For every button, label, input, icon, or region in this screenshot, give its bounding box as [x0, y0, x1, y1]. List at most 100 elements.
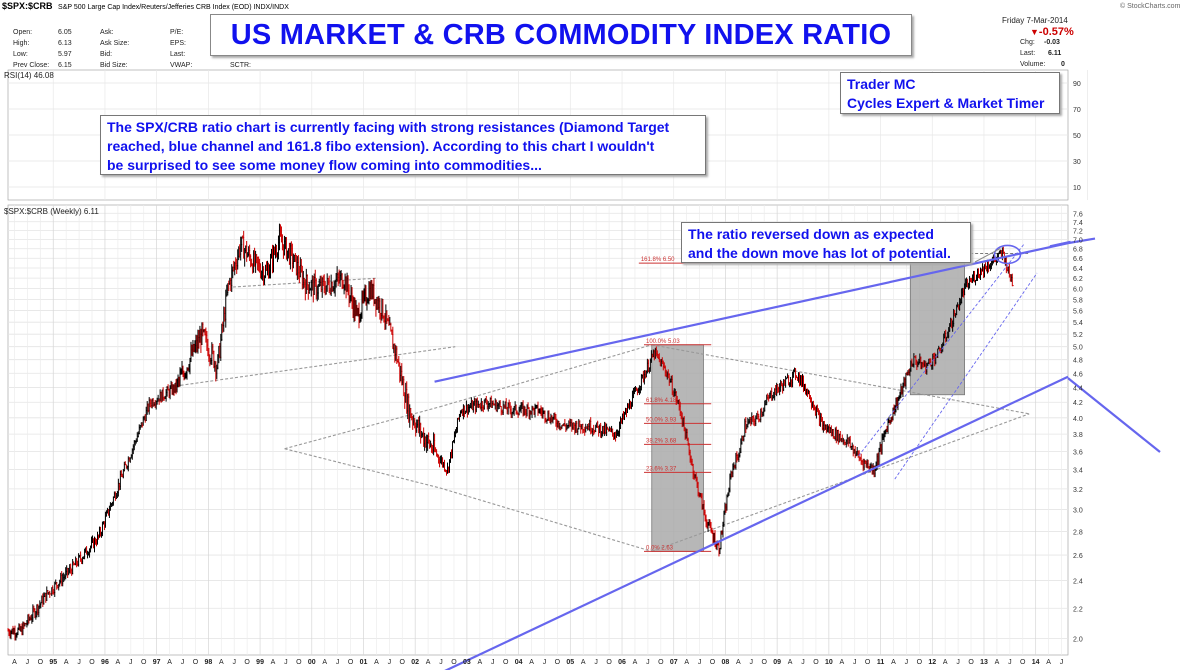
diamond-trendline: [439, 487, 652, 552]
x-tick-label: 97: [153, 659, 161, 666]
x-tick-label: J: [439, 659, 443, 666]
x-tick-label: J: [388, 659, 392, 666]
analysis-line-2: reached, blue channel and 161.8 fibo ext…: [107, 138, 655, 154]
diamond-trendline: [651, 344, 1030, 415]
x-tick-label: A: [116, 659, 121, 666]
price-panel: 161.8% 6.50 100.0% 5.03 61.8% 4.18 50.0% 3.…: [7, 223, 1161, 670]
fib-level-label: 50.0% 3.93: [646, 417, 677, 423]
x-tick-label: J: [956, 659, 960, 666]
x-tick-label: O: [89, 659, 95, 666]
price-tick-label: 5.4: [1073, 320, 1083, 327]
x-tick-label: A: [374, 659, 379, 666]
x-tick-label: A: [271, 659, 276, 666]
x-tick-label: 10: [825, 659, 833, 666]
rsi-tick-label: 90: [1073, 81, 1081, 88]
x-tick-label: A: [581, 659, 586, 666]
x-tick-label: J: [284, 659, 288, 666]
quote-date: Friday 7-Mar-2014: [1002, 16, 1068, 25]
x-tick-label: A: [633, 659, 638, 666]
x-tick-label: O: [400, 659, 406, 666]
x-tick-label: 00: [308, 659, 316, 666]
source-credit: © StockCharts.com: [1120, 3, 1181, 10]
x-tick-label: J: [232, 659, 236, 666]
quote-high-value: 6.13: [58, 40, 72, 47]
x-tick-label: 03: [463, 659, 471, 666]
quote-low-label: Low:: [13, 51, 28, 58]
x-tick-label: 06: [618, 659, 626, 666]
quote-low-value: 5.97: [58, 51, 72, 58]
quote-change-pct: ▼-0.57%: [1030, 26, 1074, 38]
x-tick-label: A: [995, 659, 1000, 666]
quote-ask-label: Ask:: [100, 29, 114, 36]
quote-open-label: Open:: [13, 29, 33, 36]
diamond-trendline: [165, 346, 456, 388]
x-tick-label: O: [658, 659, 664, 666]
symbol-text: $SPX:$CRB: [2, 1, 53, 11]
rsi-legend-text: RSI(14) 46.08: [4, 71, 54, 80]
quote-prevclose-value: 6.15: [58, 62, 72, 69]
author-tagline: Cycles Expert & Market Timer: [847, 95, 1045, 111]
fib-level-label: 100.0% 5.03: [646, 339, 680, 345]
x-tick-label: J: [698, 659, 702, 666]
price-legend: $SPX:$CRB (Weekly) 6.11: [4, 207, 99, 216]
x-tick-label: A: [891, 659, 896, 666]
x-tick-label: 04: [515, 659, 523, 666]
fib-level-label: 23.6% 3.37: [646, 466, 677, 472]
price-tick-label: 5.2: [1073, 332, 1083, 339]
quote-volume-value: 0: [1061, 61, 1065, 68]
change-pct-text: -0.57%: [1038, 26, 1074, 38]
price-tick-label: 5.8: [1073, 297, 1083, 304]
symbol-description: S&P 500 Large Cap Index/Reuters/Jefferie…: [58, 4, 289, 11]
rsi-tick-label: 70: [1073, 107, 1081, 114]
quote-high-label: High:: [13, 40, 30, 47]
x-tick-label: 13: [980, 659, 988, 666]
x-tick-label: J: [336, 659, 340, 666]
price-grid: [7, 204, 1069, 656]
price-tick-label: 6.8: [1073, 247, 1083, 254]
x-tick-label: J: [853, 659, 857, 666]
projection-box: [909, 253, 965, 396]
x-tick-label: 05: [566, 659, 574, 666]
x-tick-label: 08: [722, 659, 730, 666]
quote-last2-value: 6.11: [1048, 50, 1062, 57]
rally-channel-line: [894, 272, 1038, 480]
x-tick-label: A: [839, 659, 844, 666]
price-tick-label: 4.4: [1073, 385, 1083, 392]
x-tick-label: A: [1046, 659, 1051, 666]
symbol-header: $SPX:$CRB S&P 500 Large Cap Index/Reuter…: [2, 1, 289, 11]
x-tick-label: J: [750, 659, 754, 666]
x-tick-label: O: [917, 659, 923, 666]
x-tick-label: A: [736, 659, 741, 666]
x-tick-label: O: [141, 659, 147, 666]
quote-vwap-label: VWAP:: [170, 62, 193, 69]
x-tick-label: A: [943, 659, 948, 666]
note-pointer-line: [974, 247, 1001, 263]
fib-level-label: 61.8% 4.18: [646, 398, 677, 404]
chart-title-box: US MARKET & CRB COMMODITY INDEX RATIO: [210, 14, 912, 56]
x-tick-label: 96: [101, 659, 109, 666]
projection-box: [651, 344, 704, 552]
x-tick-label: A: [788, 659, 793, 666]
x-tick-label: A: [477, 659, 482, 666]
x-tick-label: O: [761, 659, 767, 666]
x-tick-label: O: [710, 659, 716, 666]
chart-title: US MARKET & CRB COMMODITY INDEX RATIO: [230, 19, 892, 51]
price-tick-label: 6.2: [1073, 276, 1083, 283]
author-note: Trader MC Cycles Expert & Market Timer: [840, 72, 1060, 114]
price-tick-label: 7.2: [1073, 229, 1083, 236]
x-tick-label: O: [193, 659, 199, 666]
price-tick-label: 5.0: [1073, 345, 1083, 352]
price-tick-label: 7.6: [1073, 211, 1083, 218]
quote-bidsize-label: Bid Size:: [100, 62, 128, 69]
x-tick-label: J: [1008, 659, 1012, 666]
x-tick-label: J: [1060, 659, 1064, 666]
x-tick-label: O: [1020, 659, 1026, 666]
rsi-tick-label: 10: [1073, 185, 1081, 192]
price-tick-label: 3.0: [1073, 507, 1083, 514]
reversal-line-1: The ratio reversed down as expected: [688, 226, 934, 242]
quote-eps-label: EPS:: [170, 40, 186, 47]
x-tick-label: A: [529, 659, 534, 666]
x-tick-label: J: [801, 659, 805, 666]
price-tick-label: 4.0: [1073, 416, 1083, 423]
quote-volume-label: Volume:: [1020, 61, 1046, 68]
